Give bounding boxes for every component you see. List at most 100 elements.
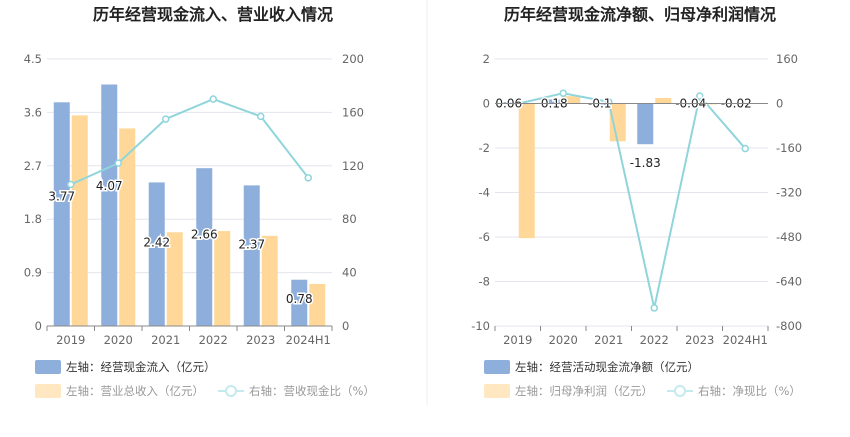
bar-primary xyxy=(637,103,654,145)
line-point xyxy=(114,159,122,167)
y-right-tick-label: 120 xyxy=(342,159,364,173)
y-left-tick-label: 0.9 xyxy=(24,266,42,280)
x-tick-label: 2023 xyxy=(685,333,714,347)
line-series-group xyxy=(514,89,749,312)
y-left-tick-label: -10 xyxy=(471,319,490,333)
line-point xyxy=(209,95,217,103)
y-left-tick-label: -8 xyxy=(479,275,490,289)
data-label-group: 3.77 4.07 2.42 2.66 2.37 0.78 xyxy=(47,177,314,307)
data-label: 2.66 xyxy=(191,227,218,241)
data-label: 3.77 xyxy=(48,189,75,203)
bar-secondary xyxy=(655,97,672,104)
line-point xyxy=(696,92,704,100)
bar-primary xyxy=(101,84,118,326)
legend-label-net-cash: 左轴：经营活动现金流净额（亿元） xyxy=(515,360,699,374)
grid-lines xyxy=(47,58,332,327)
x-tick-label: 2020 xyxy=(104,333,133,347)
data-label: -1.83 xyxy=(630,156,661,170)
legend[interactable]: 左轴：经营现金流入（亿元） 左轴：营业总收入（亿元） 右轴：营收现金比（%） xyxy=(35,360,375,398)
axis-ticks-group: -10 -8 -6 -4 -2 0 2 -800 -640 -480 -320 -160 0 160 201… xyxy=(471,52,802,347)
x-tick-label: 2024H1 xyxy=(286,333,331,347)
y-left-tick-label: 1.8 xyxy=(24,212,42,226)
y-right-tick-label: 200 xyxy=(342,52,364,66)
x-tick-label: 2022 xyxy=(199,333,228,347)
data-label: 2.37 xyxy=(238,237,265,251)
line-series xyxy=(517,92,747,309)
data-label: 2.42 xyxy=(143,236,170,250)
y-right-tick-label: -320 xyxy=(776,186,802,200)
y-right-tick-label: 0 xyxy=(776,97,783,111)
cash-inflow-revenue-chart: 历年经营现金流入、营业收入情况 3.77 4.07 2.42 2.66 2.37 0.78… xyxy=(24,5,375,398)
bar-primary xyxy=(291,279,308,326)
bar-primary xyxy=(53,102,70,327)
y-left-tick-label: -2 xyxy=(479,141,490,155)
legend-marker-ratio xyxy=(225,385,237,397)
line-point xyxy=(162,115,170,123)
bar-secondary xyxy=(261,235,278,326)
net-cash-profit-chart: 历年经营现金流净额、归母净利润情况 0.06 0.18 -0.1-1.83-0.04… xyxy=(471,5,802,398)
legend-marker-net-ratio xyxy=(674,385,686,397)
x-tick-label: 2020 xyxy=(549,333,578,347)
legend-swatch-revenue xyxy=(35,384,61,398)
bar-secondary xyxy=(564,96,581,104)
legend-label-ratio: 右轴：营收现金比（%） xyxy=(249,384,375,398)
line-point xyxy=(257,112,265,121)
bar-secondary xyxy=(71,115,88,326)
legend-label-cash-inflow: 左轴：经营现金流入（亿元） xyxy=(66,360,216,374)
y-right-tick-label: 0 xyxy=(342,319,349,333)
y-right-tick-label: -160 xyxy=(776,141,802,155)
y-left-tick-label: 2.7 xyxy=(24,159,42,173)
bar-primary xyxy=(500,102,517,104)
line-point xyxy=(741,144,749,153)
line-point xyxy=(304,174,312,182)
line-point xyxy=(650,304,658,312)
legend-swatch-net-profit xyxy=(484,384,510,398)
y-right-tick-label: -800 xyxy=(776,319,802,333)
y-right-tick-label: -480 xyxy=(776,230,802,244)
bar-primary xyxy=(591,103,608,106)
y-left-tick-label: 3.6 xyxy=(24,105,42,119)
bar-secondary xyxy=(518,103,535,239)
axis-ticks-group: 0 0.9 1.8 2.7 3.6 4.5 0 40 80 120 160 200 2019 2020 20… xyxy=(24,52,364,347)
y-right-tick-label: 80 xyxy=(342,212,357,226)
bar-primary xyxy=(196,168,213,326)
y-right-tick-label: -640 xyxy=(776,275,802,289)
x-tick-label: 2019 xyxy=(503,333,532,347)
data-label: 0.78 xyxy=(286,292,313,306)
x-tick-label: 2021 xyxy=(151,333,180,347)
bar-primary xyxy=(148,182,165,326)
bar-primary xyxy=(546,99,563,104)
line-series-group xyxy=(67,95,312,189)
y-left-tick-label: -4 xyxy=(479,186,490,200)
bar-series-group xyxy=(53,84,326,327)
bar-secondary xyxy=(609,103,626,142)
y-left-tick-label: 0 xyxy=(35,319,42,333)
bar-secondary xyxy=(309,283,326,326)
x-tick-label: 2019 xyxy=(56,333,85,347)
x-tick-label: 2021 xyxy=(594,333,623,347)
bar-secondary xyxy=(119,128,136,326)
legend-swatch-net-cash xyxy=(484,360,510,374)
x-tick-label: 2023 xyxy=(246,333,275,347)
legend[interactable]: 左轴：经营活动现金流净额（亿元） 左轴：归母净利润（亿元） 右轴：净现比（%） xyxy=(484,360,801,398)
legend-label-net-profit: 左轴：归母净利润（亿元） xyxy=(515,384,653,398)
chart-title: 历年经营现金流净额、归母净利润情况 xyxy=(504,5,776,24)
bar-secondary xyxy=(166,232,183,326)
data-label: 4.07 xyxy=(96,179,123,193)
legend-label-revenue: 左轴：营业总收入（亿元） xyxy=(66,384,204,398)
y-left-tick-label: 4.5 xyxy=(24,52,42,66)
y-right-tick-label: 160 xyxy=(776,52,798,66)
y-left-tick-label: 0 xyxy=(483,97,490,111)
y-left-tick-label: -6 xyxy=(479,230,490,244)
chart-title: 历年经营现金流入、营业收入情况 xyxy=(93,5,333,24)
legend-label-net-ratio: 右轴：净现比（%） xyxy=(698,384,801,398)
legend-swatch-cash-inflow xyxy=(35,360,61,374)
bar-primary xyxy=(243,185,260,326)
bar-secondary xyxy=(214,231,231,326)
line-series xyxy=(70,97,310,186)
x-tick-label: 2022 xyxy=(640,333,669,347)
y-left-tick-label: 2 xyxy=(483,52,490,66)
line-point xyxy=(559,89,567,97)
x-tick-label: 2024H1 xyxy=(723,333,768,347)
